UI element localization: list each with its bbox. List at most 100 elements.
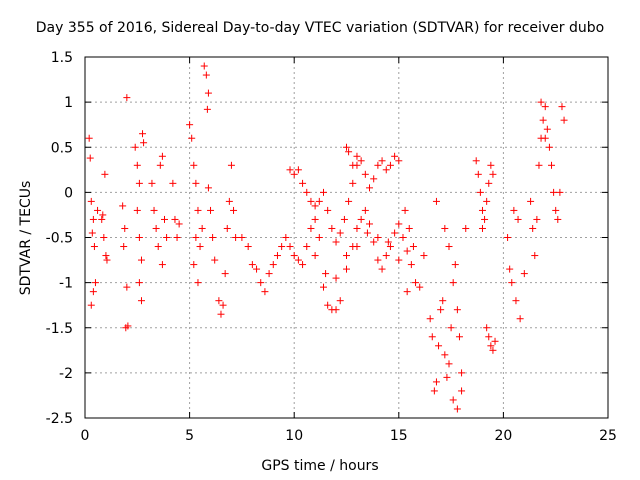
data-point bbox=[520, 270, 528, 278]
x-tick-label: 20 bbox=[494, 428, 512, 444]
data-point bbox=[152, 224, 160, 232]
data-point bbox=[403, 247, 411, 255]
data-point bbox=[533, 215, 541, 223]
data-point bbox=[386, 243, 394, 251]
data-point bbox=[290, 252, 298, 260]
data-point bbox=[336, 297, 344, 305]
data-point bbox=[99, 211, 107, 219]
data-point bbox=[89, 215, 97, 223]
data-point bbox=[374, 234, 382, 241]
data-point bbox=[483, 324, 491, 332]
data-point bbox=[103, 256, 111, 264]
data-point bbox=[194, 206, 202, 214]
data-point bbox=[311, 215, 319, 223]
x-tick-label: 5 bbox=[185, 428, 194, 444]
x-tick-label: 15 bbox=[390, 428, 408, 444]
data-point bbox=[85, 134, 93, 142]
data-point bbox=[401, 206, 409, 214]
data-point bbox=[186, 121, 194, 129]
data-point bbox=[556, 188, 564, 196]
data-point bbox=[483, 197, 491, 205]
data-point bbox=[227, 161, 235, 169]
data-point bbox=[253, 265, 261, 273]
data-point bbox=[391, 229, 399, 237]
data-point bbox=[472, 157, 480, 165]
data-point bbox=[215, 297, 223, 305]
data-point bbox=[194, 279, 202, 287]
data-point bbox=[261, 288, 269, 296]
data-point bbox=[299, 261, 307, 269]
data-point bbox=[399, 234, 407, 241]
data-point bbox=[554, 215, 562, 223]
data-point bbox=[87, 197, 95, 205]
data-point bbox=[474, 170, 482, 178]
data-point bbox=[163, 234, 171, 241]
data-point bbox=[91, 279, 99, 287]
data-point bbox=[120, 243, 128, 251]
data-point bbox=[86, 154, 94, 162]
data-point bbox=[294, 166, 302, 174]
data-point bbox=[443, 373, 451, 381]
y-tick-label: -1.5 bbox=[46, 321, 73, 337]
data-point bbox=[278, 243, 286, 251]
data-point bbox=[441, 351, 449, 359]
data-point bbox=[123, 94, 131, 102]
tick-label-layer: 0 5 10 15 20 25 1.5 1 0.5 0 -0.5 -1 -1.5 -2 -2.5 bbox=[46, 50, 617, 444]
data-point bbox=[489, 346, 497, 354]
data-point bbox=[219, 301, 227, 309]
data-point bbox=[426, 315, 434, 323]
data-point bbox=[412, 279, 420, 287]
data-point bbox=[487, 342, 495, 350]
data-point bbox=[550, 188, 558, 196]
data-point bbox=[345, 197, 353, 205]
x-tick-label: 10 bbox=[285, 428, 303, 444]
data-point bbox=[133, 206, 141, 214]
data-point bbox=[458, 369, 466, 377]
data-point bbox=[87, 301, 95, 309]
data-point bbox=[133, 161, 141, 169]
data-point bbox=[286, 166, 294, 174]
data-point bbox=[207, 206, 215, 214]
data-point bbox=[491, 337, 499, 345]
data-point bbox=[345, 148, 353, 156]
data-point bbox=[311, 202, 319, 210]
data-point bbox=[211, 256, 219, 264]
data-point bbox=[244, 243, 252, 251]
data-point bbox=[545, 143, 553, 151]
data-point bbox=[416, 283, 424, 291]
data-point bbox=[135, 234, 143, 241]
data-point bbox=[432, 378, 440, 386]
data-point bbox=[198, 224, 206, 232]
data-point bbox=[204, 184, 212, 192]
data-point bbox=[290, 170, 298, 178]
data-point bbox=[395, 220, 403, 228]
data-point bbox=[343, 265, 350, 273]
data-point bbox=[158, 152, 166, 160]
data-point bbox=[319, 188, 327, 196]
data-point bbox=[137, 297, 145, 305]
data-point bbox=[543, 125, 551, 133]
x-axis-label: GPS time / hours bbox=[261, 458, 379, 474]
data-point bbox=[458, 387, 466, 395]
data-point bbox=[217, 310, 225, 318]
data-point bbox=[173, 234, 181, 241]
data-point bbox=[510, 206, 518, 214]
data-point bbox=[188, 134, 196, 142]
data-point bbox=[209, 234, 217, 241]
data-point bbox=[349, 179, 357, 187]
data-point bbox=[370, 238, 378, 246]
data-point bbox=[343, 252, 350, 260]
data-point bbox=[409, 243, 417, 251]
data-point bbox=[560, 116, 568, 124]
data-point bbox=[319, 283, 327, 291]
x-tick-label: 25 bbox=[599, 428, 617, 444]
data-point bbox=[102, 252, 110, 260]
data-point bbox=[445, 360, 453, 368]
data-point bbox=[175, 220, 183, 228]
data-point bbox=[269, 261, 277, 269]
data-point bbox=[171, 215, 179, 223]
data-point bbox=[248, 261, 256, 269]
data-point bbox=[370, 175, 378, 183]
y-tick-label: 0 bbox=[64, 185, 73, 201]
data-point bbox=[349, 161, 357, 169]
